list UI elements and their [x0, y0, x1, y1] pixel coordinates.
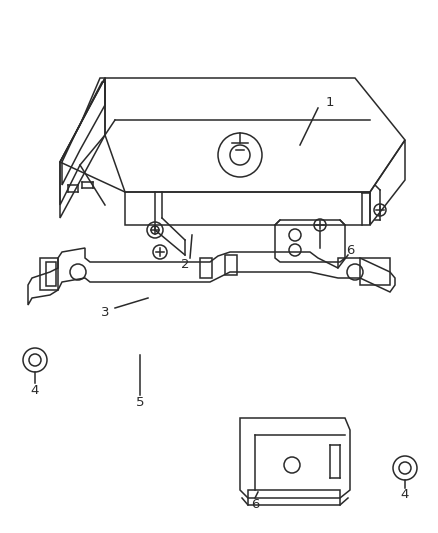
Text: 4: 4 [31, 384, 39, 397]
Text: 4: 4 [401, 489, 409, 502]
Text: 6: 6 [251, 498, 259, 512]
Text: 3: 3 [101, 306, 109, 319]
Text: 1: 1 [326, 95, 334, 109]
Text: 5: 5 [136, 395, 144, 408]
Text: 6: 6 [346, 244, 354, 256]
Text: 2: 2 [181, 259, 189, 271]
